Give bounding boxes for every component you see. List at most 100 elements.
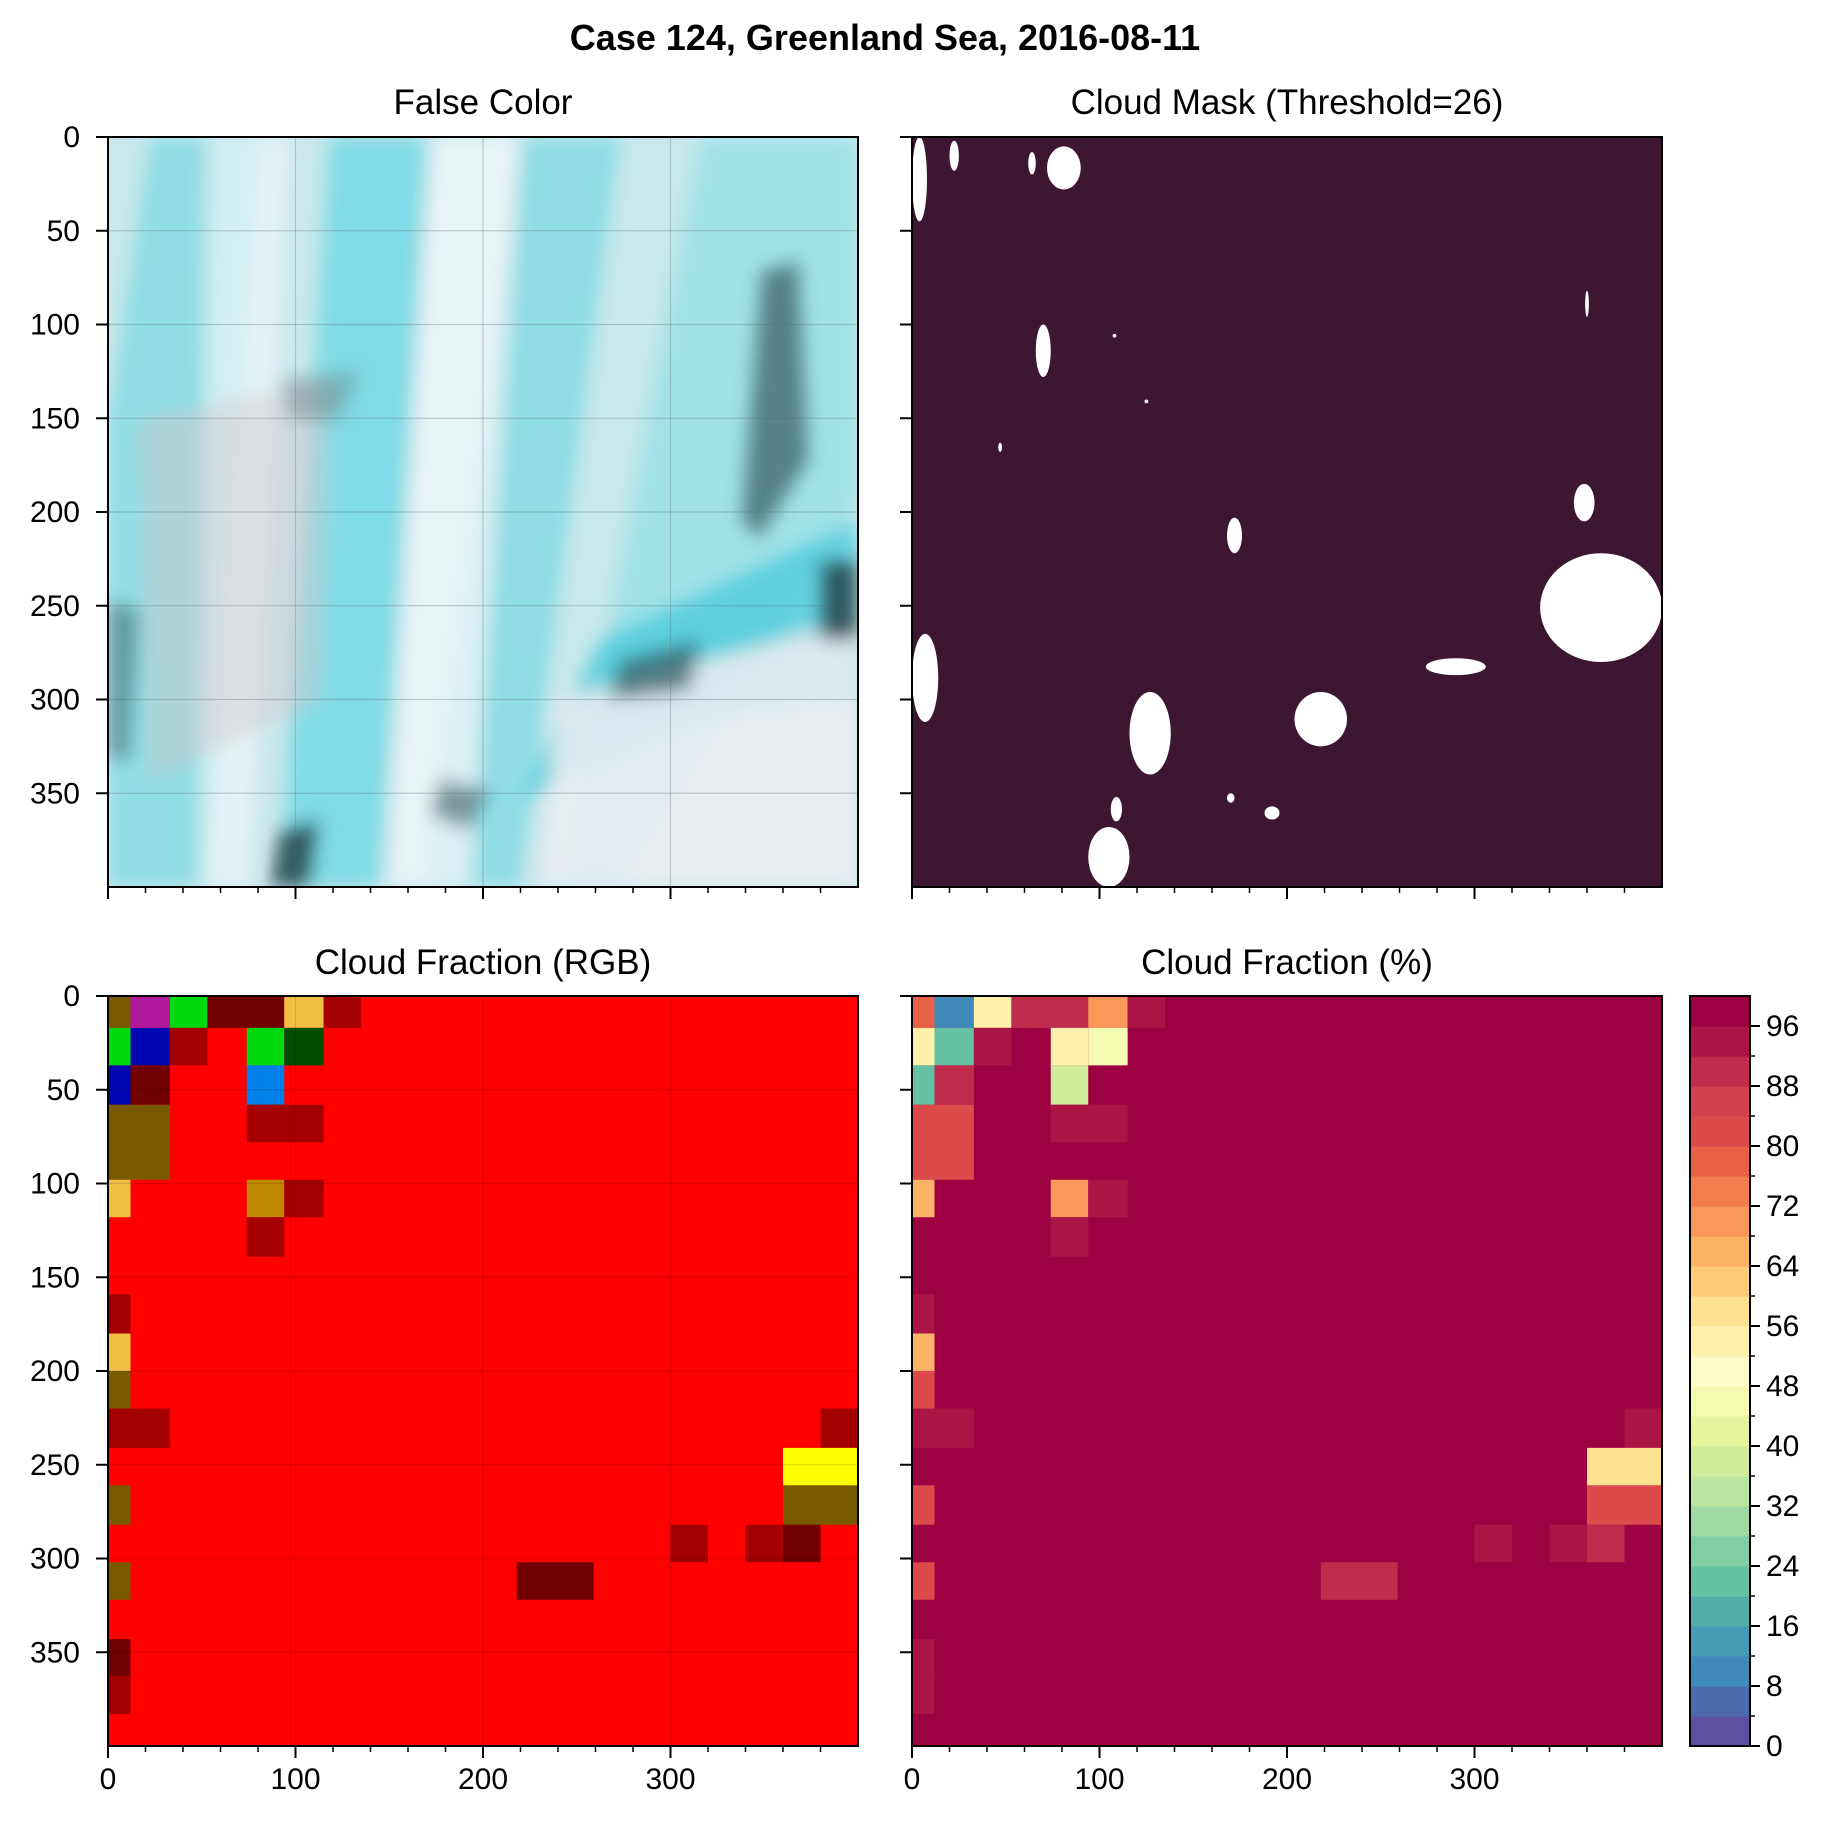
grid-cell <box>108 1371 131 1409</box>
grid-cell <box>1587 1524 1625 1563</box>
cloud-fraction-percent-cells <box>912 996 1662 1715</box>
colorbar-segment <box>1690 1116 1750 1147</box>
grid-cell <box>1549 1524 1587 1563</box>
grid-cell <box>108 1294 131 1334</box>
colorbar-segment <box>1690 1416 1750 1447</box>
colorbar-segment <box>1690 1266 1750 1297</box>
colorbar-segment <box>1690 1686 1750 1717</box>
grid-cell <box>934 1065 974 1105</box>
panel-title-cloud-mask: Cloud Mask (Threshold=26) <box>1071 83 1504 122</box>
false-color-image <box>108 137 858 887</box>
cloud-mask-axes <box>900 136 1626 899</box>
grid-cell <box>783 1485 858 1525</box>
colorbar-segment <box>1690 1386 1750 1417</box>
grid-cell <box>670 1524 708 1563</box>
clear-region <box>1129 692 1171 775</box>
clear-region <box>1425 658 1486 676</box>
grid-cell <box>1050 1179 1089 1218</box>
cloud-fraction-percent-background <box>912 996 1662 1746</box>
colorbar-tick-label: 0 <box>1766 1730 1783 1763</box>
grid-cell <box>783 1524 821 1563</box>
colorbar-segment <box>1690 1506 1750 1537</box>
cloud-mask-background <box>912 137 1662 887</box>
x-tick-label: 100 <box>1074 1763 1124 1796</box>
clear-region <box>1294 692 1347 747</box>
x-tick-label: 200 <box>1262 1763 1312 1796</box>
false-color-axes: 0 50 100 150 200 250 300 350 <box>30 121 822 899</box>
colorbar-tick-label: 56 <box>1766 1310 1799 1343</box>
grid-cell <box>934 1027 974 1066</box>
false-color-grid <box>108 137 858 887</box>
grid-cell <box>246 1217 285 1257</box>
clear-region <box>1264 806 1280 820</box>
colorbar-segment <box>1690 1476 1750 1507</box>
x-tick-label: 300 <box>645 1763 695 1796</box>
cloud-fraction-rgb-cells <box>108 996 858 1715</box>
clear-region <box>998 442 1002 452</box>
panel-title-cloud-fraction-rgb: Cloud Fraction (RGB) <box>315 943 651 982</box>
grid-cell <box>912 1179 935 1218</box>
y-tick-label: 200 <box>30 1355 80 1388</box>
clear-region <box>1088 827 1130 887</box>
colorbar-segment <box>1690 1716 1750 1747</box>
colorbar: 0 8 16 24 32 40 48 56 64 72 80 88 96 <box>1689 995 1799 1763</box>
grid-cell <box>973 996 1012 1028</box>
x-tick-label: 0 <box>100 1763 117 1796</box>
colorbar-tick-label: 24 <box>1766 1550 1799 1583</box>
figure-suptitle: Case 124, Greenland Sea, 2016-08-11 <box>570 17 1200 58</box>
colorbar-tick-label: 88 <box>1766 1070 1799 1103</box>
clear-region <box>912 137 927 222</box>
grid-cell <box>1088 996 1128 1028</box>
y-tick-label: 150 <box>30 1261 80 1294</box>
grid-cell <box>323 996 362 1028</box>
y-tick-label: 100 <box>30 1168 80 1201</box>
grid-cell <box>130 1027 170 1066</box>
grid-cell <box>1587 1485 1662 1525</box>
grid-cell <box>912 1562 935 1600</box>
y-tick-label: 0 <box>63 980 80 1013</box>
y-tick-label: 250 <box>30 1449 80 1482</box>
colorbar-tick-label: 48 <box>1766 1370 1799 1403</box>
y-tick-label: 50 <box>47 215 80 248</box>
colorbar-segment <box>1690 1176 1750 1207</box>
panel-cloud-fraction-percent: Cloud Fraction (%) 0 100 200 300 <box>900 943 1663 1796</box>
y-tick-label: 300 <box>30 1543 80 1576</box>
x-tick-label: 0 <box>904 1763 921 1796</box>
colorbar-segment <box>1690 1536 1750 1567</box>
grid-cell <box>108 996 131 1028</box>
grid-cell <box>108 1027 131 1066</box>
grid-cell <box>108 1065 131 1105</box>
colorbar-tick-label: 40 <box>1766 1430 1799 1463</box>
grid-cell <box>108 1333 131 1371</box>
grid-cell <box>912 1676 935 1715</box>
colorbar-tick-label: 72 <box>1766 1190 1799 1223</box>
grid-cell <box>246 1065 285 1105</box>
grid-cell <box>1088 1179 1128 1218</box>
grid-cell <box>745 1524 783 1563</box>
grid-cell <box>912 1485 935 1525</box>
x-tick-label: 200 <box>458 1763 508 1796</box>
colorbar-tick-label: 16 <box>1766 1610 1799 1643</box>
grid-cell <box>912 1104 974 1180</box>
clear-region <box>1540 553 1662 662</box>
clear-region <box>1047 146 1081 190</box>
colorbar-segment <box>1690 1236 1750 1267</box>
grid-cell <box>1050 1217 1089 1257</box>
cloud-fraction-percent-axes: 0 100 200 300 <box>900 995 1626 1796</box>
cloud-fraction-rgb-axes: 0 100 200 300 0 50 100 150 200 250 300 350 <box>30 980 822 1796</box>
panel-cloud-fraction-rgb: Cloud Fraction (RGB) 0 100 200 300 0 50 100 150… <box>30 943 859 1796</box>
grid-cell <box>1050 1027 1089 1066</box>
colorbar-segment <box>1690 996 1750 1027</box>
grid-cell <box>1474 1524 1512 1563</box>
panel-title-false-color: False Color <box>394 83 573 122</box>
clear-region <box>1227 517 1242 554</box>
grid-cell <box>108 1562 131 1600</box>
grid-cell <box>169 1027 208 1066</box>
clear-region <box>912 633 939 722</box>
grid-cell <box>516 1562 594 1600</box>
colorbar-segment <box>1690 1656 1750 1687</box>
grid-cell <box>912 996 935 1028</box>
y-tick-label: 100 <box>30 309 80 342</box>
y-tick-label: 250 <box>30 590 80 623</box>
